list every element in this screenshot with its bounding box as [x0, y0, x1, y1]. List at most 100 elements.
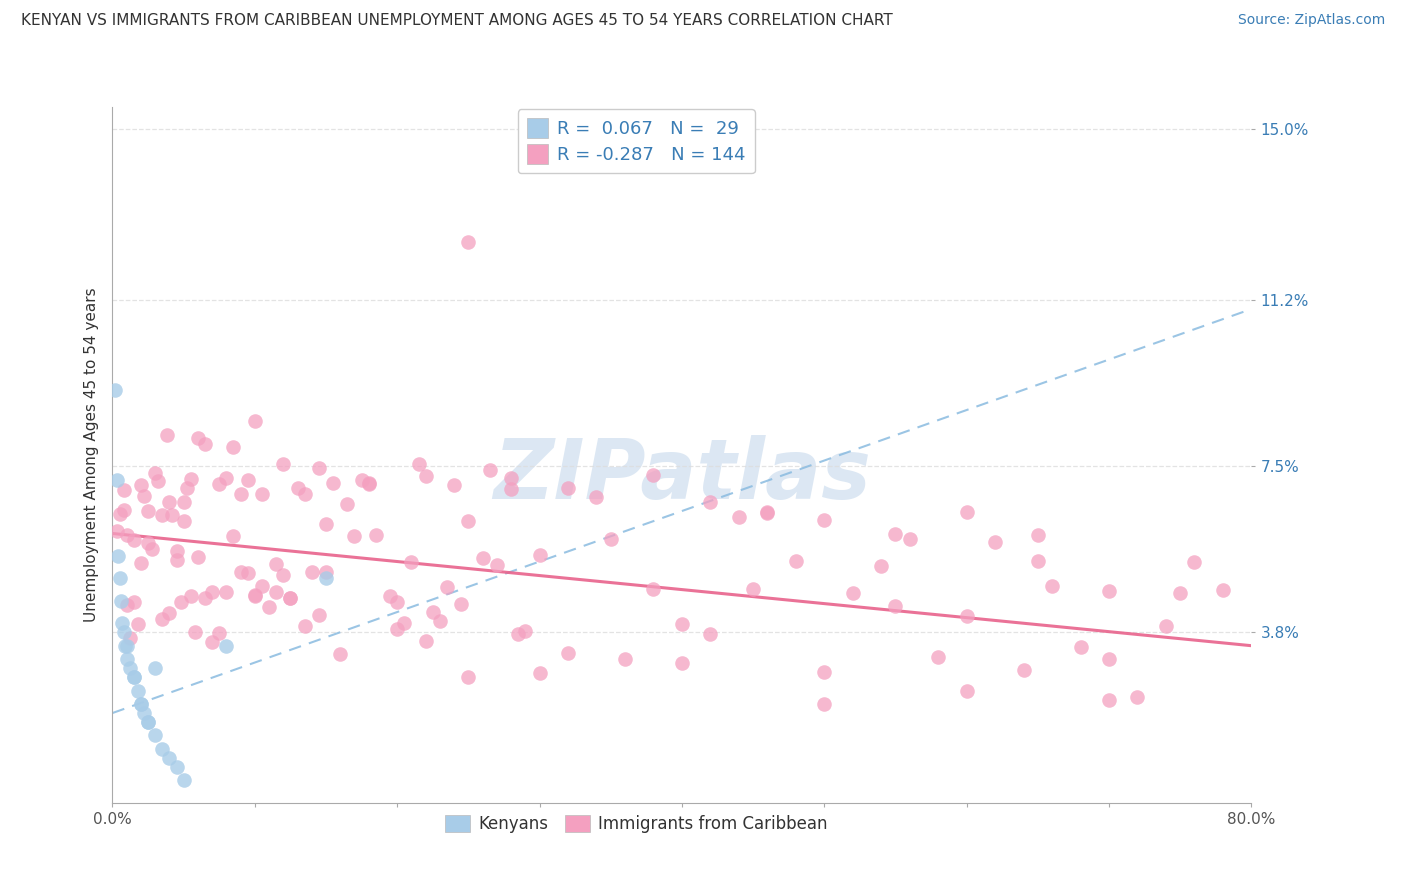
Point: [408, 457, 430, 471]
Point: [236, 473, 259, 487]
Point: [115, 528, 138, 542]
Point: [115, 598, 138, 612]
Point: [159, 751, 180, 765]
Point: [208, 625, 231, 640]
Point: [450, 597, 472, 611]
Point: [294, 487, 316, 501]
Point: [280, 591, 302, 606]
Point: [364, 528, 387, 542]
Point: [1026, 528, 1049, 542]
Point: [273, 457, 295, 471]
Point: [115, 840, 138, 855]
Point: [1098, 692, 1121, 706]
Legend: Kenyans, Immigrants from Caribbean: Kenyans, Immigrants from Caribbean: [439, 808, 834, 839]
Point: [350, 473, 373, 487]
Point: [243, 414, 266, 428]
Point: [436, 580, 458, 594]
Point: [112, 625, 135, 640]
Point: [385, 622, 409, 636]
Point: [129, 556, 152, 570]
Text: KENYAN VS IMMIGRANTS FROM CARIBBEAN UNEMPLOYMENT AMONG AGES 45 TO 54 YEARS CORRE: KENYAN VS IMMIGRANTS FROM CARIBBEAN UNEM…: [21, 13, 893, 29]
Point: [1126, 690, 1149, 704]
Point: [229, 566, 252, 580]
Point: [132, 489, 155, 503]
Point: [170, 595, 193, 609]
Point: [180, 472, 202, 486]
Point: [129, 697, 152, 711]
Point: [166, 760, 188, 774]
Point: [222, 528, 245, 542]
Point: [443, 477, 465, 491]
Point: [485, 558, 508, 573]
Point: [115, 652, 138, 666]
Point: [378, 589, 401, 603]
Point: [250, 487, 273, 501]
Point: [394, 615, 416, 630]
Point: [501, 482, 523, 496]
Point: [136, 714, 159, 729]
Point: [322, 476, 344, 491]
Point: [457, 235, 479, 249]
Point: [132, 706, 155, 720]
Point: [127, 617, 149, 632]
Point: [1098, 652, 1121, 666]
Point: [515, 624, 537, 639]
Point: [107, 549, 129, 563]
Point: [122, 670, 145, 684]
Point: [166, 552, 188, 566]
Point: [201, 585, 224, 599]
Point: [429, 614, 451, 628]
Point: [813, 665, 835, 679]
Point: [136, 714, 159, 729]
Point: [385, 595, 409, 609]
Point: [841, 586, 863, 600]
Point: [173, 495, 195, 509]
Point: [1069, 640, 1091, 654]
Point: [671, 656, 693, 670]
Point: [229, 486, 252, 500]
Point: [115, 639, 138, 653]
Point: [756, 505, 779, 519]
Point: [457, 670, 479, 684]
Point: [599, 532, 621, 546]
Point: [287, 481, 309, 495]
Point: [108, 571, 131, 585]
Point: [146, 475, 169, 489]
Point: [557, 646, 579, 660]
Point: [111, 616, 134, 631]
Point: [129, 478, 152, 492]
Point: [315, 566, 337, 580]
Point: [357, 477, 380, 491]
Point: [180, 589, 202, 603]
Point: [529, 666, 551, 681]
Point: [194, 591, 217, 606]
Point: [422, 605, 444, 619]
Point: [329, 647, 352, 661]
Point: [215, 639, 238, 653]
Point: [1040, 579, 1063, 593]
Point: [236, 566, 259, 581]
Point: [898, 533, 921, 547]
Point: [671, 617, 693, 632]
Point: [150, 612, 173, 626]
Point: [222, 440, 245, 454]
Point: [756, 506, 779, 520]
Point: [150, 508, 173, 523]
Point: [122, 533, 145, 548]
Point: [264, 557, 287, 571]
Point: [308, 608, 330, 623]
Point: [415, 633, 437, 648]
Point: [257, 600, 280, 615]
Point: [1154, 619, 1177, 633]
Point: [357, 475, 380, 490]
Point: [150, 742, 173, 756]
Point: [557, 481, 579, 495]
Point: [956, 505, 979, 519]
Text: ZIPatlas: ZIPatlas: [494, 435, 870, 516]
Y-axis label: Unemployment Among Ages 45 to 54 years: Unemployment Among Ages 45 to 54 years: [83, 287, 98, 623]
Point: [870, 558, 893, 573]
Point: [136, 504, 159, 518]
Point: [984, 535, 1007, 549]
Point: [471, 551, 494, 566]
Point: [336, 496, 359, 510]
